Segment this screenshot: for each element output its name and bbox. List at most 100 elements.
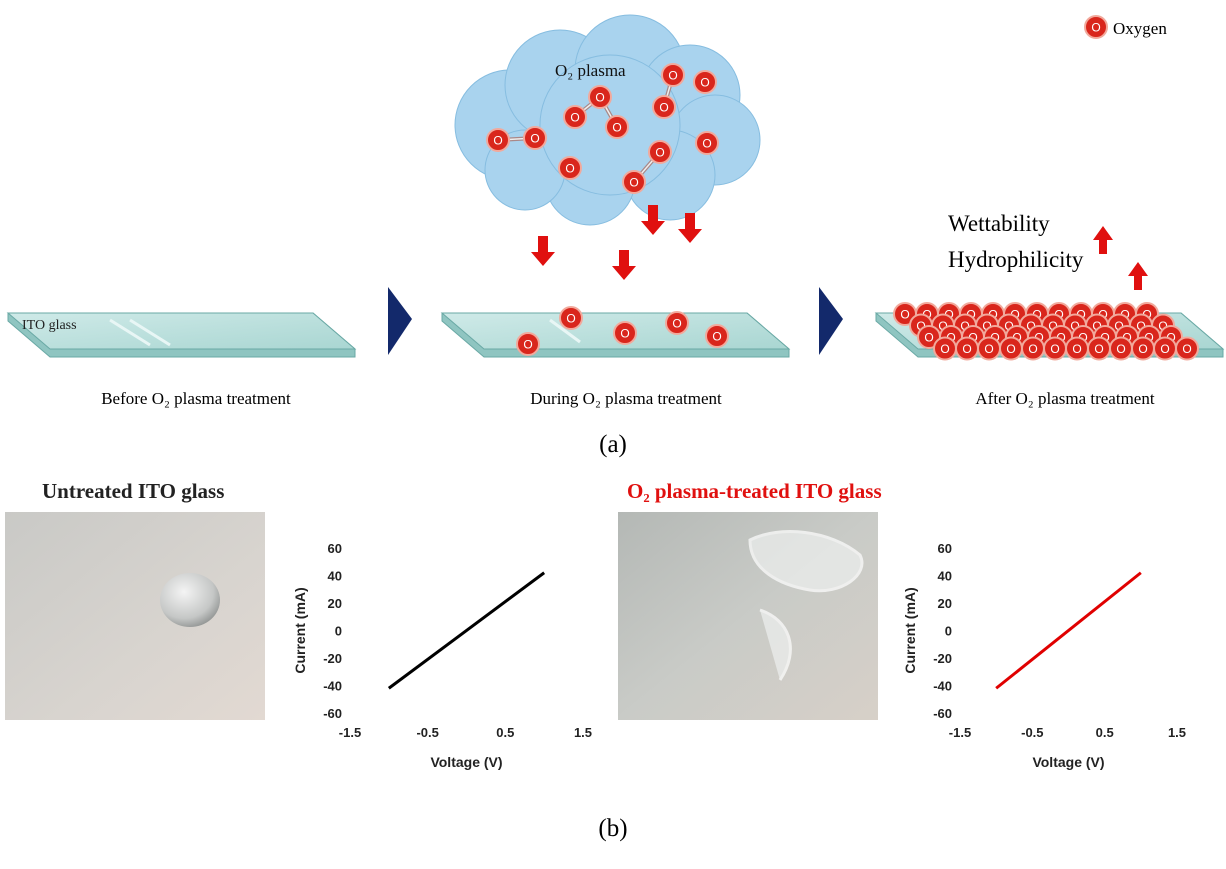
atom-label: O (672, 317, 681, 331)
oxygen-atom: O (956, 338, 978, 360)
panel-label: (b) (598, 815, 627, 842)
photo (5, 512, 265, 720)
x-tick-label: -1.5 (339, 725, 361, 740)
x-tick-label: 1.5 (574, 725, 592, 740)
step-caption: Before O₂ plasma treatment (101, 389, 291, 408)
x-tick-label: -1.5 (949, 725, 971, 740)
x-tick-label: 0.5 (1096, 725, 1114, 740)
atom-label: O (962, 342, 971, 356)
oxygen-atom: O (606, 116, 628, 138)
atom-label: O (900, 308, 909, 322)
atom-label: O (1050, 342, 1059, 356)
atom-label: O (629, 176, 638, 190)
atom-label: O (940, 342, 949, 356)
atom-label: O (493, 134, 502, 148)
oxygen-atom: O (666, 312, 688, 334)
oxygen-atom: O (653, 96, 675, 118)
atom-label: O (523, 338, 532, 352)
oxygen-atom: O (1088, 338, 1110, 360)
atom-label: O (1182, 342, 1191, 356)
effect-label: Wettability (948, 211, 1050, 236)
oxygen-atom: O (1066, 338, 1088, 360)
x-tick-label: -0.5 (416, 725, 438, 740)
atom-label: O (668, 69, 677, 83)
oxygen-atom: O (614, 322, 636, 344)
atom-label: O (595, 91, 604, 105)
atom-label: O (984, 342, 993, 356)
oxygen-atom: O (559, 157, 581, 179)
y-tick-label: 20 (328, 596, 342, 611)
cloud-label: O₂ plasma (555, 61, 626, 80)
atom-label: O (655, 146, 664, 160)
oxygen-atom: O (1022, 338, 1044, 360)
atom-label: O (1116, 342, 1125, 356)
atom-label: O (1028, 342, 1037, 356)
oxygen-atom: O (706, 325, 728, 347)
atom-label: O (1091, 21, 1100, 35)
atom-label: O (1160, 342, 1169, 356)
oxygen-atom: O (649, 141, 671, 163)
x-axis-label: Voltage (V) (1032, 754, 1104, 770)
atom-label: O (700, 76, 709, 90)
atom-label: O (1072, 342, 1081, 356)
y-tick-label: 60 (938, 541, 952, 556)
droplet (160, 573, 220, 627)
y-axis-label: Current (mA) (902, 587, 918, 673)
atom-label: O (565, 162, 574, 176)
oxygen-atom: O (1132, 338, 1154, 360)
oxygen-atom: O (560, 307, 582, 329)
atom-label: O (570, 111, 579, 125)
y-tick-label: -60 (933, 706, 952, 721)
atom-label: O (566, 312, 575, 326)
x-tick-label: 1.5 (1168, 725, 1186, 740)
y-tick-label: -40 (323, 679, 342, 694)
data-line (996, 573, 1141, 689)
oxygen-atom: O (694, 71, 716, 93)
y-tick-label: 0 (335, 624, 342, 639)
y-tick-label: 20 (938, 596, 952, 611)
y-tick-label: -20 (323, 651, 342, 666)
y-tick-label: -60 (323, 706, 342, 721)
y-axis-label: Current (mA) (292, 587, 308, 673)
atom-label: O (1006, 342, 1015, 356)
atom-label: O (620, 327, 629, 341)
oxygen-atom: O (934, 338, 956, 360)
x-axis-label: Voltage (V) (430, 754, 502, 770)
x-tick-label: 0.5 (496, 725, 514, 740)
oxygen-atom: O (978, 338, 1000, 360)
oxygen-atom: O (487, 129, 509, 151)
y-tick-label: 40 (938, 569, 952, 584)
oxygen-atom: O (1154, 338, 1176, 360)
oxygen-atom: O (589, 86, 611, 108)
data-line (389, 573, 544, 689)
y-tick-label: -20 (933, 651, 952, 666)
figure: O₂ plasma ITO glass Before O₂ plasma tre… (0, 0, 1226, 869)
oxygen-atom: O (524, 127, 546, 149)
panel-label: (a) (599, 431, 627, 458)
oxygen-atom: O (1085, 16, 1107, 38)
oxygen-atom: O (517, 333, 539, 355)
x-tick-label: -0.5 (1021, 725, 1043, 740)
oxygen-atom: O (1110, 338, 1132, 360)
oxygen-atom: O (564, 106, 586, 128)
effect-label: Hydrophilicity (948, 247, 1084, 272)
y-tick-label: 40 (328, 569, 342, 584)
atom-label: O (1094, 342, 1103, 356)
step-caption: After O₂ plasma treatment (975, 389, 1154, 408)
y-tick-label: 0 (945, 624, 952, 639)
atom-label: O (702, 137, 711, 151)
oxygen-atom: O (1000, 338, 1022, 360)
atom-label: O (1138, 342, 1147, 356)
atom-label: O (659, 101, 668, 115)
step-caption: During O₂ plasma treatment (530, 389, 722, 408)
atom-label: O (612, 121, 621, 135)
oxygen-atom: O (623, 171, 645, 193)
atom-label: O (924, 331, 933, 345)
oxygen-atom: O (1176, 338, 1198, 360)
oxygen-atom: O (1044, 338, 1066, 360)
atom-label: O (712, 330, 721, 344)
photos: Untreated ITO glass O₂ plasma-treated IT… (5, 479, 882, 842)
photo-title: O₂ plasma-treated ITO glass (627, 479, 882, 503)
y-tick-label: -40 (933, 679, 952, 694)
oxygen-atom: O (662, 64, 684, 86)
